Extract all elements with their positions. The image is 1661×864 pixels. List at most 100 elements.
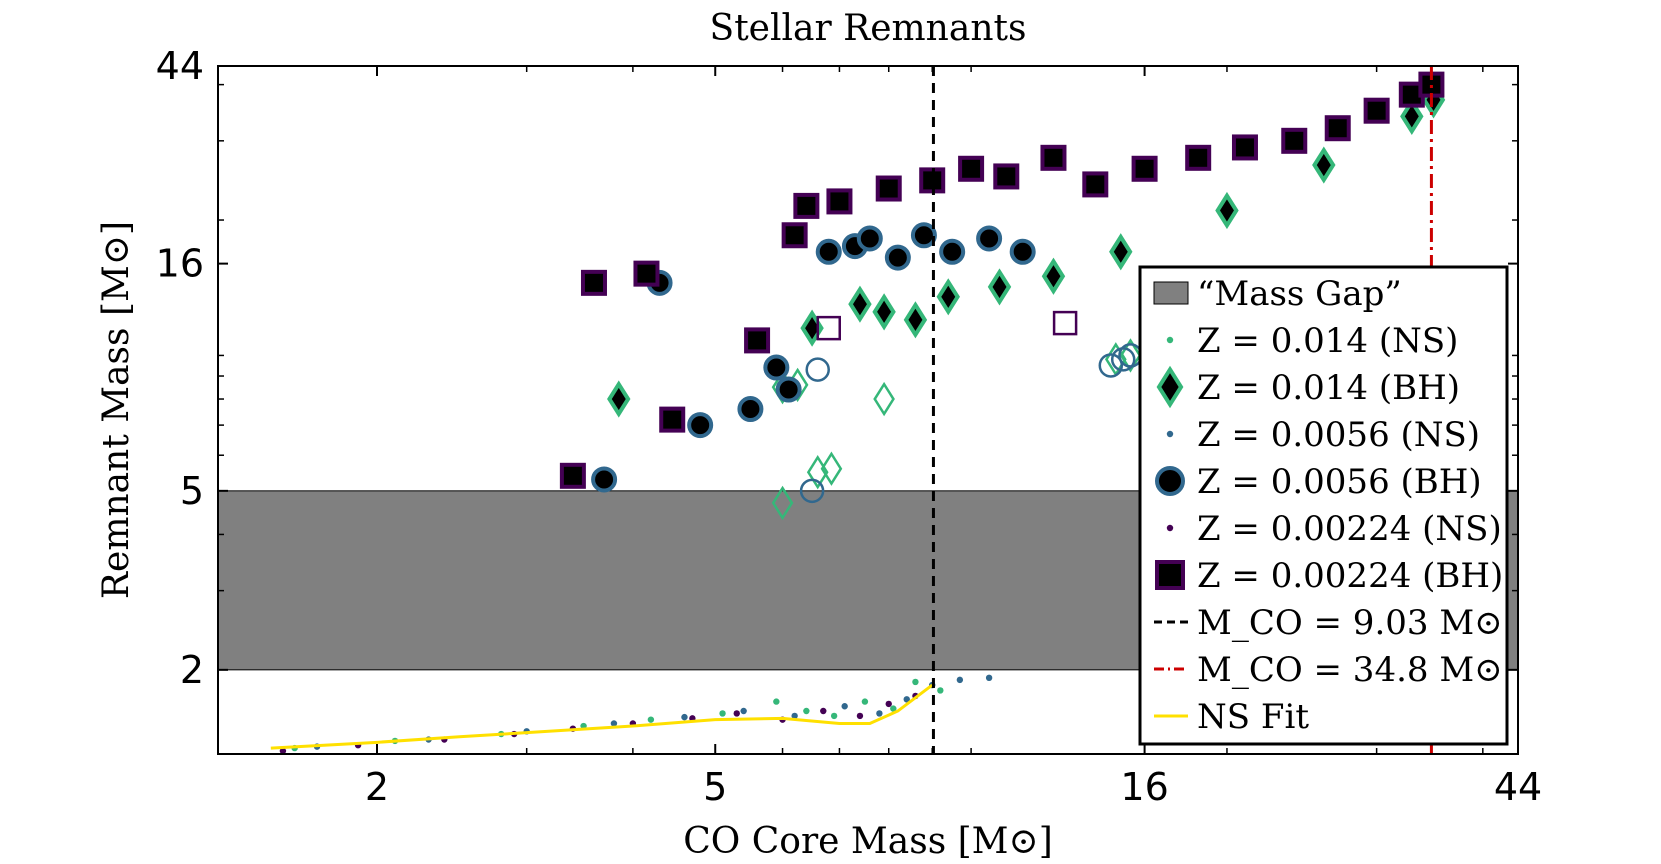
axes-frame	[217, 65, 1519, 755]
y-tick-label: 44	[156, 44, 204, 88]
point-z-0-014-ns	[890, 705, 897, 712]
y-tick-label: 5	[180, 469, 204, 513]
point-z-0-0056-bh	[910, 222, 937, 249]
data-layer	[270, 66, 1446, 755]
point-z-0-00224-bh	[1082, 171, 1109, 198]
point-z-0-014-bh-open	[873, 381, 895, 417]
point-z-0-014-bh	[1400, 97, 1424, 135]
point-z-0-00224-bh	[633, 260, 660, 287]
point-z-0-00224-ns	[733, 710, 740, 717]
y-tick-label: 16	[156, 242, 204, 286]
x-axis-label: CO Core Mass [M⊙]	[683, 821, 1053, 862]
point-z-0-014-ns	[830, 712, 838, 720]
point-z-0-014-bh-open	[1119, 338, 1142, 373]
legend-item-bh014-swatch	[1156, 365, 1184, 409]
point-z-0-0056-bh	[884, 244, 911, 271]
legend-item-nsfit-label: NS Fit	[1197, 697, 1309, 737]
point-z-0-00224-ns	[856, 712, 864, 720]
point-z-0-0056-bh	[775, 376, 802, 403]
ns-fit-line	[270, 683, 934, 750]
point-z-0-014-bh	[1215, 191, 1239, 230]
point-z-0-00224-bh	[659, 406, 686, 433]
legend: “Mass Gap” Z = 0.014 (NS) Z = 0.014 (BH) Z …	[1138, 265, 1509, 746]
legend-item-line903-label: M_CO = 9.03 M⊙	[1197, 603, 1503, 643]
point-z-0-0056-bh	[976, 225, 1003, 252]
point-z-0-014-ns	[719, 710, 726, 717]
point-z-0-0056-ns	[791, 712, 798, 720]
point-z-0-0056-bh	[815, 238, 842, 265]
point-z-0-00224-bh	[1363, 97, 1390, 124]
legend-item-bh00224-label: Z = 0.00224 (BH)	[1197, 556, 1503, 596]
x-tick-label: 44	[1494, 765, 1542, 809]
legend-item-gap-label: “Mass Gap”	[1197, 274, 1402, 314]
point-z-0-0056-bh	[856, 225, 883, 252]
point-z-0-014-ns	[647, 716, 655, 723]
x-tick-label: 5	[703, 765, 727, 809]
point-z-0-014-ns	[773, 698, 780, 705]
x-tick-label: 16	[1120, 765, 1168, 809]
point-z-0-0056-ns	[903, 696, 910, 703]
point-z-0-0056-ns	[985, 674, 993, 682]
point-z-0-00224-bh	[580, 269, 607, 296]
point-z-0-00224-bh	[559, 462, 586, 489]
legend-item-ns014-swatch	[1166, 336, 1174, 344]
legend-item-ns0056-label: Z = 0.0056 (NS)	[1197, 415, 1480, 455]
point-z-0-0056-ns	[841, 703, 848, 710]
legend-item-gap-swatch	[1153, 281, 1189, 305]
legend-item-ns0056-swatch	[1166, 430, 1174, 438]
legend-item-ns014-label: Z = 0.014 (NS)	[1197, 321, 1458, 361]
point-z-0-0056-ns	[681, 713, 688, 721]
tick-layer: 2 5 16 44 2 5 16 44	[156, 44, 1543, 809]
x-tick-label: 2	[365, 765, 389, 809]
point-z-0-014-bh	[607, 380, 631, 418]
point-z-0-00224-bh	[993, 163, 1020, 190]
y-tick-label: 2	[180, 648, 204, 692]
point-z-0-014-ns	[937, 687, 944, 694]
point-z-0-014-bh-open	[820, 451, 843, 486]
point-z-0-00224-bh	[875, 175, 902, 202]
y-axis-label: Remnant Mass [M⊙]	[96, 221, 137, 599]
point-z-0-0056-bh	[1009, 238, 1036, 265]
point-z-0-00224-bh	[1231, 134, 1258, 161]
point-z-0-00224-bh	[1040, 144, 1067, 171]
point-z-0-014-bh	[1312, 146, 1336, 184]
legend-item-bh00224-swatch	[1155, 560, 1185, 590]
point-z-0-0056-ns	[956, 676, 964, 684]
legend-box	[1138, 265, 1509, 746]
point-z-0-00224-bh	[826, 188, 853, 215]
point-z-0-014-bh	[903, 301, 928, 339]
point-z-0-00224-bh-open	[1052, 310, 1078, 336]
point-z-0-0056-ns	[740, 707, 747, 715]
point-z-0-014-bh	[1109, 233, 1133, 271]
point-z-0-014-bh	[1041, 257, 1066, 295]
point-z-0-014-bh	[936, 278, 960, 316]
legend-entries: “Mass Gap” Z = 0.014 (NS) Z = 0.014 (BH) Z …	[1153, 274, 1503, 737]
point-z-0-00224-bh	[958, 155, 985, 182]
point-z-0-00224-bh	[1185, 144, 1212, 171]
point-z-0-0056-bh	[687, 412, 714, 439]
point-z-0-00224-bh	[744, 327, 771, 354]
legend-item-bh0056-label: Z = 0.0056 (BH)	[1197, 462, 1482, 502]
point-z-0-014-ns	[861, 698, 869, 705]
legend-item-ns00224-label: Z = 0.00224 (NS)	[1197, 509, 1502, 549]
point-z-0-0056-bh	[763, 354, 790, 381]
point-z-0-0056-bh	[591, 466, 618, 493]
chart-title: Stellar Remnants	[710, 8, 1027, 49]
point-z-0-00224-bh-open	[816, 315, 841, 341]
point-z-0-00224-bh	[793, 192, 820, 219]
point-z-0-00224-ns	[279, 747, 287, 755]
point-z-0-0056-bh-open	[805, 357, 830, 382]
legend-item-bh014-label: Z = 0.014 (BH)	[1197, 368, 1460, 408]
point-z-0-0056-bh	[939, 238, 966, 265]
point-z-0-014-bh	[987, 268, 1012, 306]
legend-item-ns00224-swatch	[1166, 524, 1174, 532]
legend-item-line348-label: M_CO = 34.8 M⊙	[1197, 650, 1503, 690]
point-z-0-0056-bh	[737, 396, 764, 423]
point-z-0-014-bh-open	[771, 485, 794, 521]
point-z-0-00224-bh	[1324, 115, 1351, 142]
point-z-0-00224-bh	[1281, 127, 1308, 154]
point-z-0-0056-bh-open	[799, 478, 825, 504]
point-z-0-014-bh	[848, 285, 872, 323]
point-z-0-014-bh	[872, 293, 896, 331]
